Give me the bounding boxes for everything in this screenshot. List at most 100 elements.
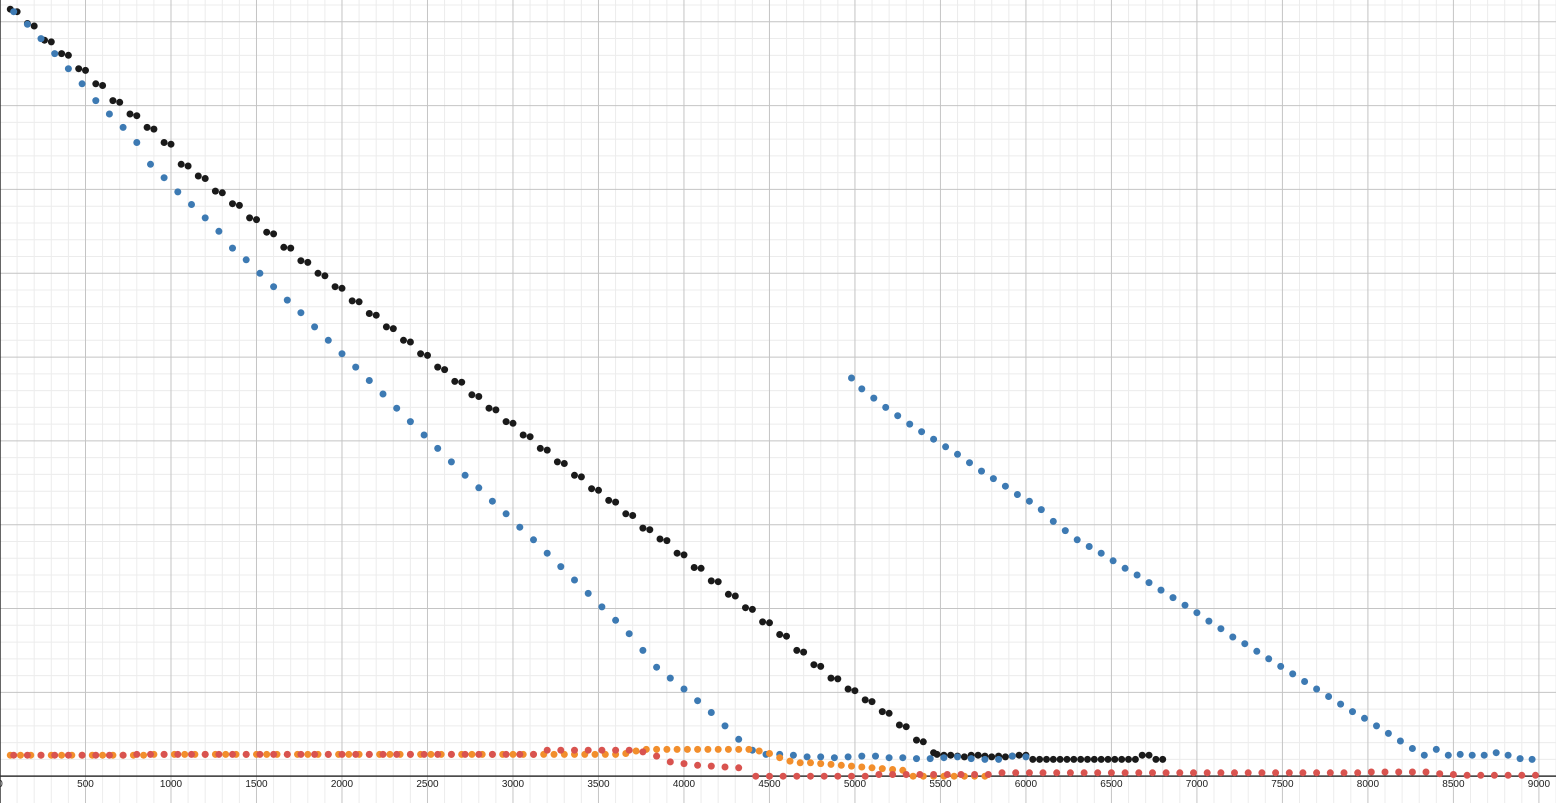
data-point [571, 746, 578, 754]
data-point [133, 112, 141, 120]
data-point [365, 750, 373, 758]
data-point [1073, 536, 1081, 544]
data-point [1384, 729, 1392, 737]
data-point [420, 750, 428, 758]
data-point [10, 751, 18, 759]
data-point [755, 747, 763, 755]
data-point [1354, 769, 1362, 777]
data-point [950, 772, 958, 780]
data-point [902, 723, 910, 731]
data-point [919, 738, 927, 746]
data-point [1205, 617, 1213, 625]
data-point [211, 187, 219, 195]
data-point [1157, 586, 1165, 594]
data-point [848, 762, 855, 770]
data-point [1025, 769, 1033, 777]
data-point [1480, 751, 1488, 759]
data-point [1097, 549, 1105, 557]
x-tick-label: 4000 [673, 779, 696, 790]
data-point [800, 648, 808, 656]
data-point [256, 269, 264, 277]
x-tick-label: 6000 [1015, 779, 1038, 790]
data-point [878, 708, 886, 716]
data-point [37, 751, 45, 759]
data-point [817, 760, 825, 768]
data-point [311, 750, 319, 758]
data-point [1313, 769, 1321, 777]
data-point [386, 750, 394, 758]
data-point [1528, 755, 1536, 763]
data-point [724, 745, 732, 753]
data-point [160, 750, 168, 758]
data-point [174, 188, 182, 196]
data-point [58, 50, 66, 58]
data-point [133, 750, 141, 758]
data-point [861, 696, 869, 704]
data-point [338, 350, 346, 358]
data-point [663, 537, 671, 545]
data-point [759, 618, 767, 626]
x-tick-label: 500 [77, 779, 94, 790]
data-point [1111, 755, 1119, 763]
data-point [571, 576, 578, 584]
data-point [1313, 685, 1321, 693]
data-point [766, 619, 773, 627]
data-point [133, 139, 141, 146]
data-point [848, 374, 855, 382]
data-point [673, 549, 681, 557]
data-point [827, 760, 835, 768]
data-point [105, 110, 113, 118]
data-point [870, 394, 878, 402]
data-point [861, 772, 869, 780]
data-point [1036, 755, 1044, 763]
data-point [382, 323, 390, 331]
data-point [673, 745, 681, 753]
data-point [666, 674, 674, 682]
data-point [1061, 527, 1069, 535]
data-point [338, 284, 346, 292]
data-point [184, 162, 192, 170]
data-point [1253, 647, 1261, 655]
data-point [1395, 768, 1403, 776]
data-point [998, 769, 1006, 777]
data-point [160, 139, 168, 146]
x-tick-label: 5500 [929, 779, 952, 790]
data-point [229, 750, 236, 758]
data-point [1063, 755, 1071, 763]
data-point [242, 256, 250, 264]
data-point [352, 363, 360, 371]
data-point [263, 750, 271, 758]
data-point [930, 435, 938, 443]
data-point [355, 298, 363, 306]
data-point [1012, 769, 1020, 777]
data-point [913, 736, 920, 744]
data-point [1504, 751, 1512, 759]
data-point [1381, 768, 1389, 776]
data-point [1265, 655, 1273, 663]
data-point [526, 433, 534, 441]
data-point [509, 750, 517, 758]
data-point [201, 175, 209, 182]
data-point [379, 750, 387, 758]
data-point [246, 214, 254, 222]
data-point [899, 754, 907, 762]
data-point [1125, 755, 1132, 763]
data-point [283, 750, 291, 758]
data-point [960, 753, 968, 761]
data-point [830, 754, 838, 762]
data-point [99, 82, 107, 89]
data-point [393, 750, 401, 758]
data-point [598, 746, 606, 754]
data-point [766, 772, 773, 780]
series-2 [10, 8, 1536, 763]
data-point [461, 471, 469, 479]
data-point [1349, 708, 1356, 716]
data-point [324, 336, 332, 344]
data-point [1299, 769, 1307, 777]
data-point [942, 443, 950, 451]
data-point [714, 578, 722, 586]
data-point [885, 709, 893, 717]
data-point [612, 498, 620, 506]
